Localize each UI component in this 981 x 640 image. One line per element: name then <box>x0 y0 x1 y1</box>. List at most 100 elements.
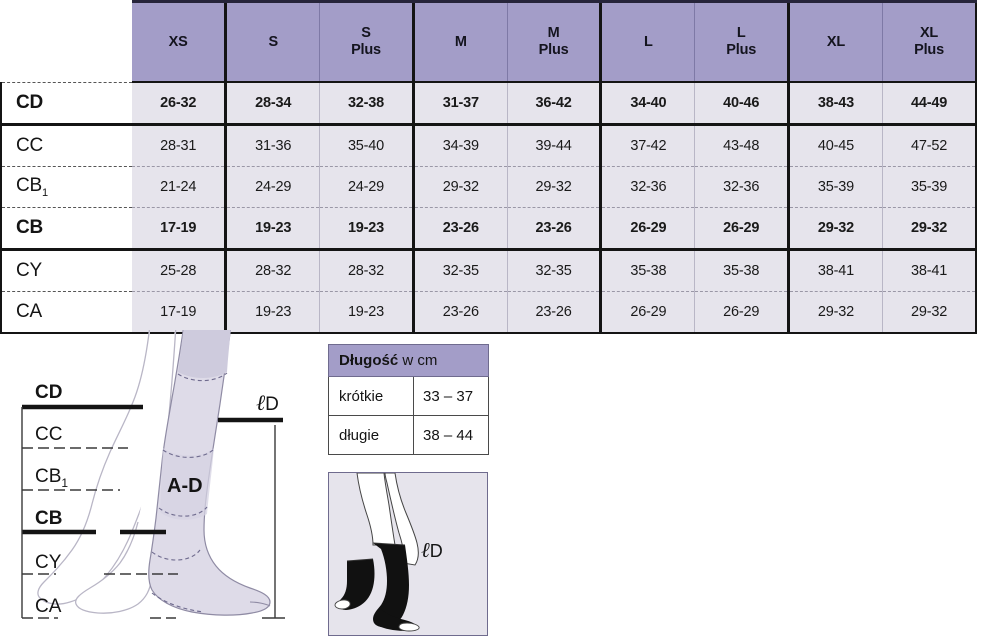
cell-cc-m-plus: 39-44 <box>506 124 601 167</box>
column-header-s-plus-line1: S <box>361 25 371 42</box>
diagram-label-cy: CY <box>35 552 62 573</box>
length-value-long: 38 – 44 <box>412 415 490 455</box>
row-label-cb1: CB1 <box>0 166 132 208</box>
cell-cc-l: 37-42 <box>599 124 695 167</box>
cell-cc-s-plus: 35-40 <box>319 124 414 167</box>
row-label-cy: CY <box>0 249 132 292</box>
table-row: CB 17-19 19-23 19-23 23-26 23-26 26-29 2… <box>0 207 978 251</box>
diagram-label-cd: CD <box>35 382 62 403</box>
cell-ca-xl: 29-32 <box>787 291 883 334</box>
size-chart-table: XS S S Plus M M Plus L <box>0 0 978 334</box>
cell-cb-l-plus: 26-29 <box>694 207 789 251</box>
cell-cb-s: 19-23 <box>224 207 320 251</box>
length-table: Długość w cm krótkie 33 – 37 długie 38 –… <box>327 344 490 455</box>
cell-cc-l-plus: 43-48 <box>694 124 789 167</box>
cell-cy-l: 35-38 <box>599 249 695 292</box>
cell-cb-xl: 29-32 <box>787 207 883 251</box>
sock-panel-label-ld: ℓD <box>421 538 443 562</box>
column-header-m-plus-line1: M <box>547 25 560 42</box>
cell-cb-m-plus: 23-26 <box>506 207 601 251</box>
column-header-s-plus-line2: Plus <box>351 42 381 58</box>
column-header-m-line1: M <box>454 33 467 50</box>
column-header-xl: XL <box>787 0 883 83</box>
cell-cc-xs: 28-31 <box>132 124 226 167</box>
cell-cb1-xl-plus: 35-39 <box>881 166 978 208</box>
cell-cb1-xs: 21-24 <box>132 166 226 208</box>
column-header-xl-line1: XL <box>826 33 846 50</box>
length-row-long: długie 38 – 44 <box>328 415 490 455</box>
diagram-label-cb1: CB1 <box>35 466 68 490</box>
cell-cy-xs: 25-28 <box>132 249 226 292</box>
cell-cd-xl: 38-43 <box>787 82 883 126</box>
cell-cy-s-plus: 28-32 <box>319 249 414 292</box>
cell-cy-s: 28-32 <box>224 249 320 292</box>
leg-measurement-diagram: CD CC CB1 CB CY CA A-D ℓD <box>0 330 320 640</box>
cell-cy-xl: 38-41 <box>787 249 883 292</box>
cell-cy-m-plus: 32-35 <box>506 249 601 292</box>
cell-cy-l-plus: 35-38 <box>694 249 789 292</box>
row-label-cb: CB <box>0 207 132 251</box>
cell-cd-m: 31-37 <box>411 82 508 126</box>
cell-cb1-l: 32-36 <box>599 166 695 208</box>
cell-cd-xs: 26-32 <box>132 82 226 126</box>
cell-cd-l-plus: 40-46 <box>694 82 789 126</box>
sock-illustration-panel: ℓD <box>328 472 488 636</box>
column-header-m-plus-line2: Plus <box>538 42 569 58</box>
cell-ca-s-plus: 19-23 <box>319 291 414 334</box>
column-header-m: M <box>411 0 508 83</box>
length-label-long: długie <box>328 415 414 455</box>
cell-cc-xl: 40-45 <box>787 124 883 167</box>
row-label-cd: CD <box>0 81 132 126</box>
cell-ca-s: 19-23 <box>224 291 320 334</box>
cell-cc-m: 34-39 <box>411 124 508 167</box>
cell-cd-xl-plus: 44-49 <box>881 82 978 126</box>
length-header-bold: Długość <box>339 352 399 369</box>
column-header-l-plus-line2: Plus <box>726 42 757 58</box>
row-label-cb1-subscript: 1 <box>42 186 48 199</box>
cell-cb1-l-plus: 32-36 <box>694 166 789 208</box>
cell-ca-xl-plus: 29-32 <box>881 291 978 334</box>
cell-cd-m-plus: 36-42 <box>506 82 601 126</box>
table-row: CA 17-19 19-23 19-23 23-26 23-26 26-29 2… <box>0 291 978 334</box>
table-corner-cell <box>1 1 132 82</box>
size-chart-header-row: XS S S Plus M M Plus L <box>1 0 978 83</box>
diagram-label-a-d: A-D <box>167 475 203 497</box>
length-header-regular: w cm <box>398 352 438 369</box>
column-header-l-plus: L Plus <box>694 0 789 83</box>
cell-cb-l: 26-29 <box>599 207 695 251</box>
cell-cb-xl-plus: 29-32 <box>881 207 978 251</box>
column-header-m-plus: M Plus <box>506 0 601 83</box>
diagram-label-cc: CC <box>35 424 62 445</box>
diagram-label-ld: ℓD <box>256 390 279 415</box>
cell-cb1-m-plus: 29-32 <box>506 166 601 208</box>
cell-cc-xl-plus: 47-52 <box>881 124 978 167</box>
table-row: CD 26-32 28-34 32-38 31-37 36-42 34-40 4… <box>0 81 978 126</box>
length-value-short: 33 – 37 <box>412 376 490 416</box>
cell-cd-l: 34-40 <box>599 82 695 126</box>
column-header-s-line1: S <box>268 33 278 50</box>
column-header-xs: XS <box>132 0 226 83</box>
diagram-label-cb: CB <box>35 508 62 529</box>
row-label-ca: CA <box>0 291 132 334</box>
cell-cy-m: 32-35 <box>411 249 508 292</box>
cell-cc-s: 31-36 <box>224 124 320 167</box>
column-header-s-plus: S Plus <box>319 0 414 83</box>
column-header-xl-plus-line2: Plus <box>914 42 944 58</box>
column-header-l: L <box>599 0 695 83</box>
length-row-short: krótkie 33 – 37 <box>328 376 490 416</box>
column-header-xl-plus-line1: XL <box>919 25 939 42</box>
column-header-l-line1: L <box>644 33 653 50</box>
cell-ca-xs: 17-19 <box>132 291 226 334</box>
cell-ca-l-plus: 26-29 <box>694 291 789 334</box>
cell-cd-s-plus: 32-38 <box>319 82 414 126</box>
table-row: CY 25-28 28-32 28-32 32-35 32-35 35-38 3… <box>0 249 978 292</box>
length-table-header: Długość w cm <box>327 344 490 377</box>
column-header-s: S <box>224 0 320 83</box>
cell-cd-s: 28-34 <box>224 82 320 126</box>
cell-cb-s-plus: 19-23 <box>319 207 414 251</box>
cell-cb-xs: 17-19 <box>132 207 226 251</box>
cell-ca-m-plus: 23-26 <box>506 291 601 334</box>
cell-cb1-m: 29-32 <box>411 166 508 208</box>
cell-cb1-xl: 35-39 <box>787 166 883 208</box>
cell-cb-m: 23-26 <box>411 207 508 251</box>
